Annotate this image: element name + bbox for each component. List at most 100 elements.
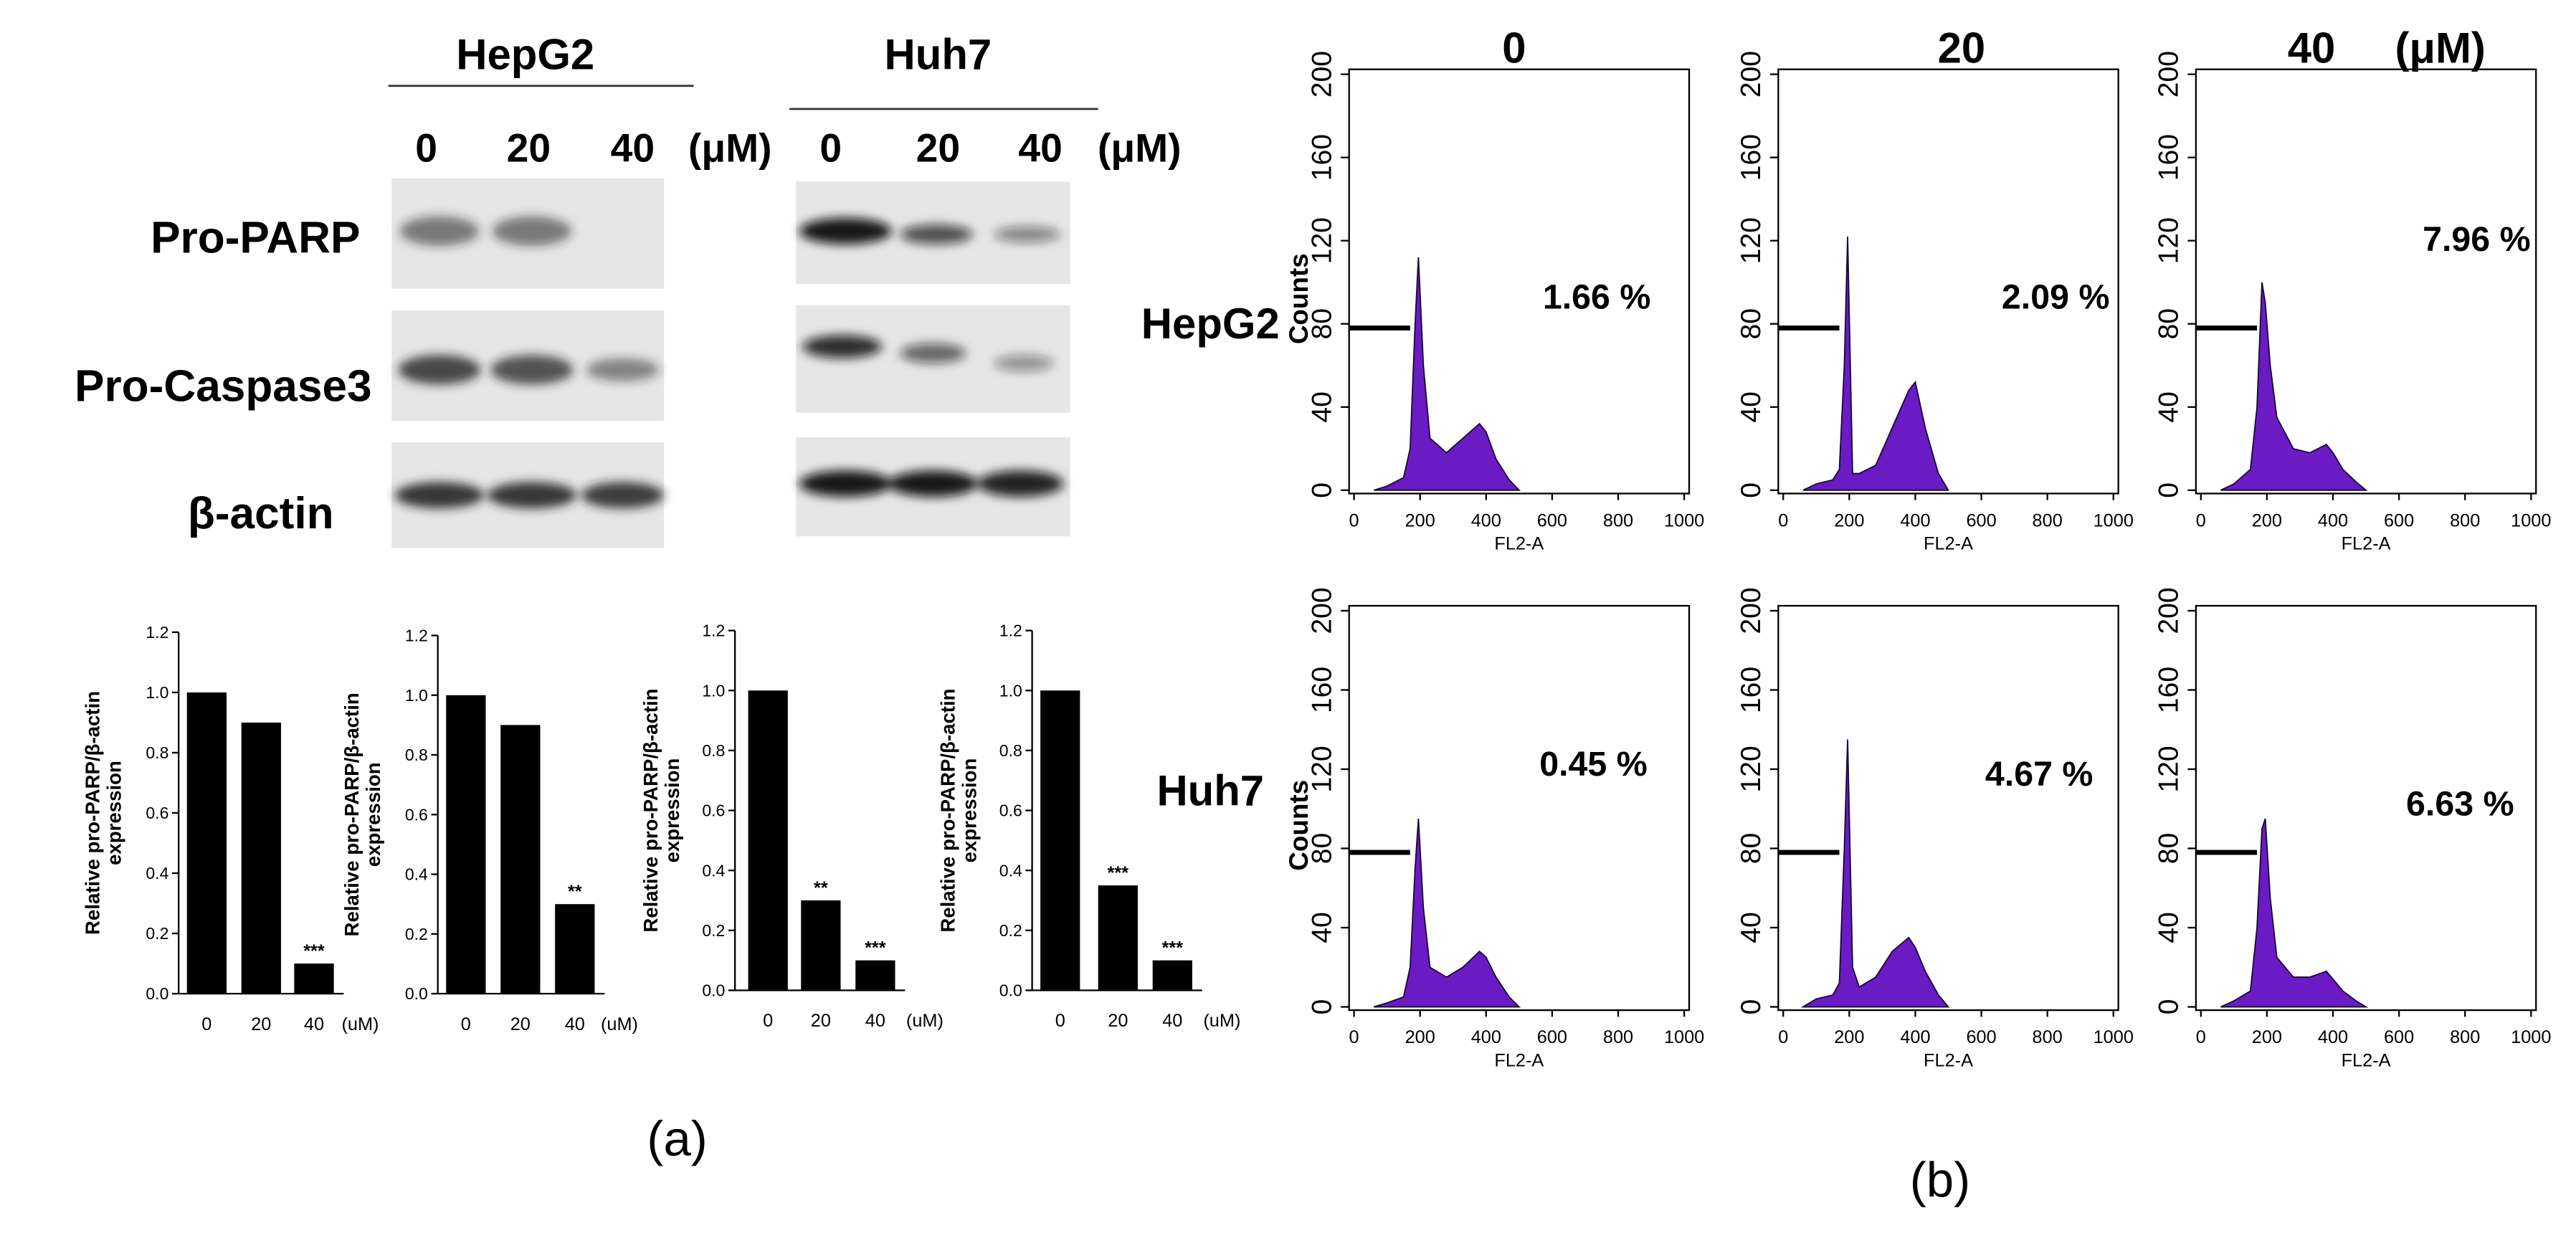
percentage-label: 1.66 % [1543, 278, 1651, 317]
y-axis-label: expression [103, 761, 125, 865]
row-label: HepG2 [1141, 300, 1280, 348]
x-tick-label: 200 [2252, 511, 2282, 531]
panel-label: (b) [1910, 1151, 1970, 1207]
x-tick-label: 200 [2252, 1027, 2282, 1047]
x-tick-label: 40 [865, 1011, 885, 1031]
percentage-label: 4.67 % [1985, 755, 2093, 794]
band [977, 470, 1064, 498]
y-tick-label: 200 [2154, 51, 2185, 97]
y-tick-label: 0 [1736, 999, 1767, 1015]
y-tick-label: 160 [1736, 667, 1767, 713]
x-tick-label: 600 [1966, 1027, 1996, 1047]
y-tick-label: 0.2 [405, 925, 428, 943]
x-tick-label: 0 [1778, 511, 1788, 531]
band [994, 355, 1054, 372]
bar [855, 960, 895, 991]
histogram [1373, 257, 1521, 491]
plot-frame [2195, 604, 2537, 1011]
y-tick-label: 0.0 [999, 981, 1022, 1000]
bar [1040, 690, 1080, 991]
band [799, 217, 892, 244]
y-tick-label: 120 [1736, 746, 1767, 792]
cell-line-title: HepG2 [456, 31, 594, 79]
x-axis-label: FL2-A [1924, 1050, 1973, 1070]
y-tick-label: 0.4 [999, 861, 1022, 880]
x-tick-label: 800 [1603, 511, 1633, 531]
x-tick-label: 400 [2318, 1027, 2348, 1047]
x-unit: (uM) [601, 1014, 638, 1034]
y-tick-label: 160 [2154, 667, 2185, 713]
bar [1098, 885, 1138, 991]
y-tick-label: 80 [1736, 308, 1767, 340]
x-tick-label: 800 [1603, 1027, 1633, 1047]
x-axis-label: FL2-A [1494, 1050, 1544, 1070]
y-tick-label: 0.8 [146, 743, 168, 762]
bar [500, 725, 541, 994]
y-tick-label: 0.6 [146, 804, 168, 822]
y-tick-label: 0.6 [702, 801, 725, 820]
band [487, 482, 577, 509]
x-tick-label: 1000 [2511, 511, 2551, 531]
x-tick-label: 600 [1537, 511, 1567, 531]
x-unit: (uM) [341, 1014, 379, 1034]
y-tick-label: 40 [1736, 912, 1767, 943]
y-tick-label: 1.2 [999, 622, 1022, 640]
x-tick-label: 0 [201, 1014, 212, 1034]
percentage-label: 2.09 % [2002, 278, 2110, 317]
band [399, 216, 480, 247]
blot-huh7 [796, 181, 1070, 537]
significance-label: ** [568, 882, 582, 902]
concentration-label: 20 [916, 126, 960, 171]
y-tick-label: 0 [1306, 999, 1337, 1015]
plot-frame [1777, 604, 2119, 1011]
y-tick-label: 40 [1306, 912, 1337, 943]
significance-label: *** [303, 941, 325, 961]
y-tick-label: 1.2 [702, 622, 725, 640]
unit-label: (μM) [688, 126, 772, 171]
y-tick-label: 0 [2154, 482, 2185, 498]
plot-frame [2195, 68, 2537, 495]
y-tick-label: 120 [2154, 746, 2185, 792]
x-tick-label: 0 [2196, 1027, 2206, 1047]
y-tick-label: 80 [2154, 308, 2185, 340]
y-tick-label: 1.2 [146, 623, 168, 642]
concentration-label: 0 [1502, 24, 1526, 72]
x-tick-label: 0 [1349, 511, 1359, 531]
y-tick-label: 1.2 [405, 627, 428, 645]
cell-line-title: Huh7 [885, 31, 992, 79]
x-tick-label: 0 [1349, 1027, 1359, 1047]
x-tick-label: 1000 [1664, 1027, 1704, 1047]
y-axis-label: Relative pro-PARP/β-actin [341, 692, 363, 936]
histogram [2220, 282, 2368, 491]
y-tick-label: 0.2 [702, 921, 725, 940]
y-tick-label: 80 [1306, 308, 1337, 340]
histogram [2220, 818, 2369, 1008]
concentration-label: 20 [507, 126, 551, 171]
x-tick-label: 400 [1900, 1027, 1930, 1047]
x-tick-label: 0 [2196, 511, 2206, 531]
histogram [1800, 739, 1950, 1008]
percentage-label: 7.96 % [2423, 220, 2531, 259]
band [398, 355, 481, 385]
bar [1152, 960, 1192, 991]
y-tick-label: 0 [2154, 999, 2185, 1015]
x-unit: (uM) [906, 1011, 944, 1031]
y-tick-label: 0.4 [405, 865, 428, 884]
x-tick-label: 0 [1055, 1011, 1065, 1031]
unit-label: (μM) [1098, 126, 1182, 171]
band [490, 355, 574, 385]
percentage-label: 6.63 % [2406, 784, 2514, 823]
y-tick-label: 0.6 [999, 801, 1022, 820]
unit-label: (μM) [2395, 24, 2485, 72]
band [888, 470, 978, 498]
y-axis-label: Relative pro-PARP/β-actin [82, 691, 104, 935]
x-tick-label: 20 [251, 1014, 271, 1034]
x-tick-label: 400 [1471, 1027, 1501, 1047]
bar [748, 690, 788, 991]
band [994, 226, 1060, 243]
bar [555, 904, 595, 994]
concentration-label: 40 [611, 126, 655, 171]
x-tick-label: 200 [1834, 511, 1864, 531]
